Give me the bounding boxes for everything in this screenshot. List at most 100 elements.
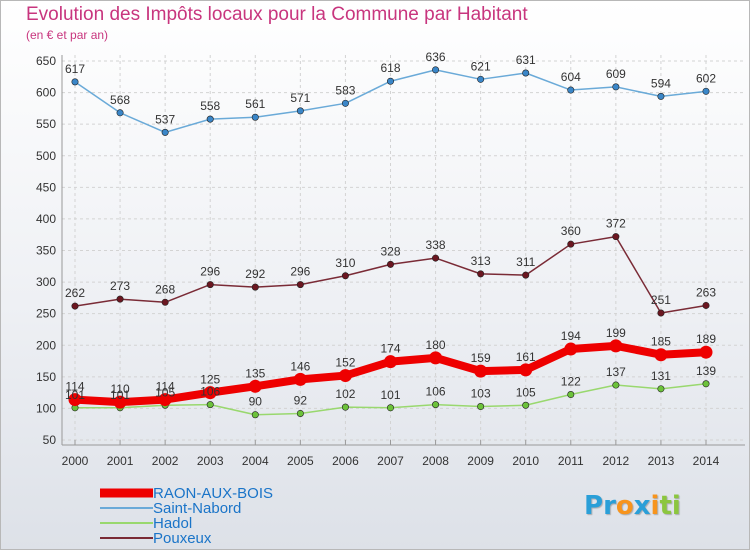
- logo-letter: i: [671, 491, 681, 521]
- data-label: 110: [111, 382, 130, 396]
- data-point: [203, 386, 217, 400]
- chart-subtitle: (en € et par an): [26, 28, 109, 42]
- data-label: 609: [606, 67, 626, 81]
- data-label: 139: [696, 364, 716, 378]
- y-tick-label: 400: [36, 212, 56, 226]
- data-label: 122: [561, 375, 581, 389]
- data-point: [341, 99, 349, 107]
- data-label: 594: [651, 76, 671, 90]
- data-point: [251, 283, 259, 291]
- data-point: [251, 411, 259, 419]
- data-label: 537: [155, 112, 175, 126]
- y-tick-label: 350: [36, 244, 56, 258]
- data-label: 194: [561, 329, 581, 343]
- data-point: [386, 260, 394, 268]
- data-point: [296, 409, 304, 417]
- data-point: [477, 270, 485, 278]
- y-tick-label: 300: [36, 275, 56, 289]
- data-point: [161, 298, 169, 306]
- data-label: 106: [426, 385, 446, 399]
- x-tick-label: 2014: [693, 454, 720, 468]
- x-tick-label: 2010: [512, 454, 539, 468]
- x-tick-label: 2007: [377, 454, 404, 468]
- data-point: [429, 351, 443, 365]
- data-label: 338: [426, 238, 446, 252]
- y-tick-label: 200: [36, 338, 56, 352]
- data-point: [567, 240, 575, 248]
- logo-letter: x: [633, 491, 651, 521]
- data-label: 262: [65, 286, 85, 300]
- x-tick-label: 2003: [197, 454, 224, 468]
- data-point: [432, 66, 440, 74]
- data-label: 102: [335, 387, 355, 401]
- y-tick-label: 50: [43, 433, 57, 447]
- logo-letter: t: [659, 491, 672, 521]
- legend-label: Saint-Nabord: [153, 500, 241, 517]
- x-tick-label: 2005: [287, 454, 314, 468]
- data-label: 251: [651, 293, 671, 307]
- data-point: [68, 393, 82, 407]
- data-label: 263: [696, 285, 716, 299]
- data-label: 561: [245, 97, 265, 111]
- x-tick-label: 2013: [648, 454, 675, 468]
- x-tick-label: 2011: [558, 454, 584, 468]
- data-label: 618: [380, 61, 400, 75]
- data-label: 571: [290, 91, 310, 105]
- data-point: [612, 83, 620, 91]
- data-point: [341, 403, 349, 411]
- data-point: [702, 301, 710, 309]
- y-tick-label: 550: [36, 117, 56, 131]
- data-point: [206, 115, 214, 123]
- data-label: 101: [65, 388, 85, 402]
- x-tick-label: 2008: [422, 454, 449, 468]
- data-label: 268: [155, 282, 175, 296]
- data-label: 602: [696, 71, 716, 85]
- data-point: [654, 348, 668, 362]
- data-point: [251, 113, 259, 121]
- data-point: [158, 393, 172, 407]
- data-point: [702, 87, 710, 95]
- data-label: 146: [290, 359, 310, 373]
- data-label: 328: [380, 244, 400, 258]
- x-tick-label: 2001: [107, 454, 134, 468]
- y-tick-label: 650: [36, 54, 56, 68]
- data-label: 125: [200, 373, 220, 387]
- data-point: [296, 281, 304, 289]
- data-label: 105: [516, 385, 536, 399]
- data-label: 101: [380, 388, 400, 402]
- y-tick-label: 450: [36, 180, 56, 194]
- data-label: 558: [200, 99, 220, 113]
- logo-letter: i: [650, 491, 660, 521]
- data-point: [567, 86, 575, 94]
- data-label: 185: [651, 335, 671, 349]
- data-label: 273: [110, 279, 130, 293]
- x-tick-label: 2012: [603, 454, 630, 468]
- data-label: 105: [155, 385, 175, 399]
- data-label: 311: [516, 255, 535, 269]
- data-point: [341, 272, 349, 280]
- data-point: [116, 109, 124, 117]
- data-point: [296, 107, 304, 115]
- y-tick-label: 150: [36, 370, 56, 384]
- data-label: 137: [606, 365, 626, 379]
- data-point: [522, 69, 530, 77]
- data-label: 583: [335, 83, 355, 97]
- legend-label: RAON-AUX-BOIS: [153, 485, 273, 502]
- data-label: 90: [249, 395, 263, 409]
- data-point: [609, 339, 623, 353]
- data-point: [612, 233, 620, 241]
- legend-label: Pouxeux: [153, 530, 212, 547]
- data-point: [432, 254, 440, 262]
- data-point: [206, 281, 214, 289]
- data-label: 310: [335, 256, 355, 270]
- data-point: [71, 302, 79, 310]
- data-label: 313: [471, 254, 491, 268]
- data-label: 161: [516, 350, 536, 364]
- data-point: [386, 77, 394, 85]
- data-point: [564, 342, 578, 356]
- data-label: 106: [200, 385, 220, 399]
- data-label: 617: [65, 62, 85, 76]
- data-label: 372: [606, 217, 626, 231]
